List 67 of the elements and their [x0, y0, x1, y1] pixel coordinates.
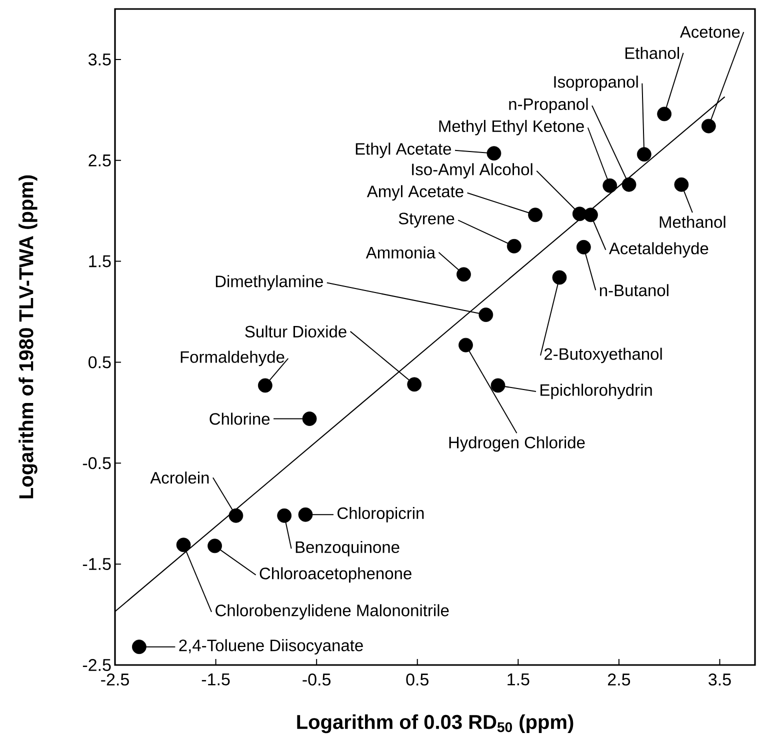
point — [132, 640, 146, 654]
point — [528, 208, 542, 222]
point — [258, 378, 272, 393]
point — [456, 267, 471, 282]
annotation: Chloroacetophenone — [260, 567, 412, 583]
point — [302, 412, 317, 426]
annotation: Ammonia — [366, 246, 436, 258]
annotation: n-Butanol — [600, 284, 668, 296]
point — [298, 507, 313, 522]
x-tick-label: -0.5 — [302, 674, 331, 686]
point — [576, 240, 591, 254]
annotation: 2-Butoxyethanol — [544, 348, 662, 364]
y-axis-title: Logarithm of 1980 TLV-TWA (ppm) — [18, 175, 38, 498]
point — [277, 508, 292, 523]
x-axis-title: Logarithm of 0.03 RD$_{50}$ (ppm) — [297, 714, 574, 734]
point — [636, 147, 652, 162]
x-tick-label: 3.5 — [708, 674, 731, 686]
point — [208, 538, 222, 554]
y-tick-label: 1.5 — [89, 255, 111, 268]
y-tick-label: 0.5 — [88, 356, 111, 368]
annotation: Methanol — [660, 216, 726, 228]
annotation: Ethyl Acetate — [356, 142, 452, 158]
y-tick-label: -2.5 — [82, 658, 111, 672]
annotation: Dimethylamine — [216, 275, 323, 290]
annotation: Ethanol — [626, 46, 679, 60]
annotation: Sultur Dioxide — [245, 325, 346, 338]
annotation: Benzoquinone — [296, 540, 400, 556]
annotation: Formaldehyde — [180, 350, 284, 366]
annotation: Epichlorohydrin — [540, 384, 652, 400]
annotation: Isopropanol — [554, 76, 638, 92]
annotation: Styrene — [398, 212, 454, 228]
x-tick-label: 2.5 — [608, 674, 630, 686]
annotation: Acrolein — [150, 472, 209, 484]
x-tick-label: -1.5 — [202, 674, 230, 686]
annotation: Acetaldehyde — [608, 242, 708, 258]
y-tick-label: -1.5 — [82, 558, 111, 570]
point — [584, 208, 598, 222]
x-tick-label: 0.5 — [406, 674, 428, 686]
point — [657, 106, 672, 122]
x-tick-label: 1.5 — [508, 674, 530, 686]
point — [622, 177, 636, 192]
annotation: Acetone — [680, 26, 740, 38]
annotation: Iso-Amyl Alcohol — [412, 163, 532, 179]
point — [458, 338, 473, 352]
y-tick-label: 3.5 — [88, 53, 111, 66]
point — [478, 308, 494, 322]
point — [701, 118, 716, 134]
point — [228, 508, 244, 523]
point — [506, 238, 522, 254]
point — [176, 538, 191, 552]
annotation: Chlorobenzylidene Malononitrile — [216, 604, 449, 620]
point — [407, 377, 422, 392]
annotation: Methyl Ethyl Ketone — [439, 120, 584, 136]
y-tick-label: 2.5 — [88, 154, 111, 166]
annotation: Chlorine — [210, 412, 270, 425]
point — [602, 178, 618, 193]
annotation: Hydrogen Chloride — [449, 436, 585, 452]
x-tick-label: -2.5 — [101, 674, 129, 686]
annotation: Chloropicrin — [338, 506, 424, 522]
annotation: 2,4-Toluene Diisocyanate — [179, 639, 363, 655]
point — [552, 270, 567, 285]
point — [486, 146, 502, 161]
annotation: Amyl Acetate — [366, 185, 464, 201]
point — [674, 177, 689, 192]
point — [490, 378, 506, 393]
annotation: n-Propanol — [509, 98, 588, 114]
y-tick-label: -0.5 — [82, 457, 111, 470]
